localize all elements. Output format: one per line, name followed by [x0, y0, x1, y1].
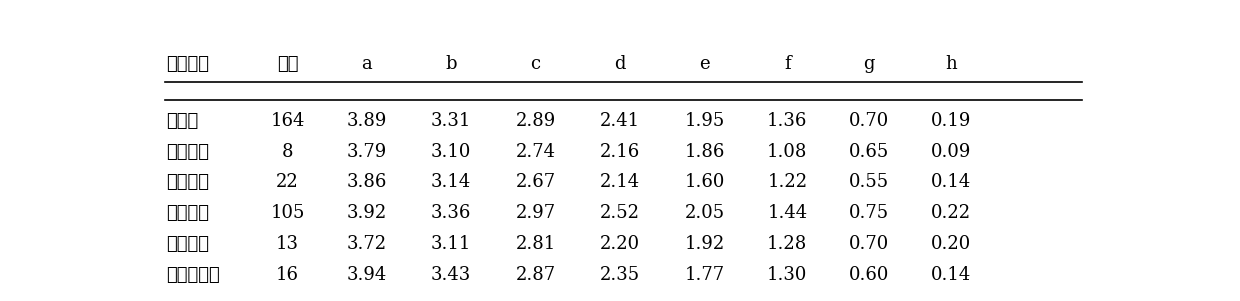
Text: 2.81: 2.81: [516, 235, 556, 253]
Text: 0.60: 0.60: [849, 266, 889, 284]
Text: 0.70: 0.70: [849, 112, 889, 130]
Text: 1.08: 1.08: [768, 143, 807, 160]
Text: g: g: [863, 55, 874, 73]
Text: 强弱顺序: 强弱顺序: [166, 55, 210, 73]
Text: 3.14: 3.14: [430, 173, 471, 191]
Text: 3.10: 3.10: [430, 143, 471, 160]
Text: 3.43: 3.43: [430, 266, 471, 284]
Text: 2.16: 2.16: [600, 143, 640, 160]
Text: 2.97: 2.97: [516, 204, 556, 222]
Text: 13: 13: [277, 235, 299, 253]
Text: 1.95: 1.95: [684, 112, 725, 130]
Text: 0.14: 0.14: [930, 266, 971, 284]
Text: 2.14: 2.14: [600, 173, 640, 191]
Text: 2.35: 2.35: [600, 266, 640, 284]
Text: 1.86: 1.86: [684, 143, 725, 160]
Text: c: c: [531, 55, 541, 73]
Text: 3.86: 3.86: [346, 173, 387, 191]
Text: 非三甲医院: 非三甲医院: [166, 266, 221, 284]
Text: 0.19: 0.19: [930, 112, 971, 130]
Text: 0.22: 0.22: [931, 204, 971, 222]
Text: d: d: [614, 55, 626, 73]
Text: 1.77: 1.77: [684, 266, 724, 284]
Text: b: b: [445, 55, 456, 73]
Text: 0.65: 0.65: [849, 143, 889, 160]
Text: 血液中心: 血液中心: [166, 143, 210, 160]
Text: 2.41: 2.41: [600, 112, 640, 130]
Text: 2.89: 2.89: [516, 112, 556, 130]
Text: 22: 22: [277, 173, 299, 191]
Text: 0.70: 0.70: [849, 235, 889, 253]
Text: 0.20: 0.20: [930, 235, 971, 253]
Text: 3.79: 3.79: [346, 143, 387, 160]
Text: 2.87: 2.87: [516, 266, 556, 284]
Text: 0.55: 0.55: [849, 173, 889, 191]
Text: 数量: 数量: [277, 55, 299, 73]
Text: 164: 164: [270, 112, 305, 130]
Text: 3.92: 3.92: [346, 204, 387, 222]
Text: 8: 8: [281, 143, 294, 160]
Text: 2.74: 2.74: [516, 143, 556, 160]
Text: 1.30: 1.30: [768, 266, 807, 284]
Text: 105: 105: [270, 204, 305, 222]
Text: 2.67: 2.67: [516, 173, 556, 191]
Text: h: h: [945, 55, 956, 73]
Text: 0.14: 0.14: [930, 173, 971, 191]
Text: 1.28: 1.28: [768, 235, 807, 253]
Text: 3.94: 3.94: [346, 266, 387, 284]
Text: 1.92: 1.92: [684, 235, 725, 253]
Text: 2.05: 2.05: [684, 204, 724, 222]
Text: 3.89: 3.89: [346, 112, 387, 130]
Text: f: f: [784, 55, 791, 73]
Text: 1.60: 1.60: [684, 173, 725, 191]
Text: 1.44: 1.44: [768, 204, 807, 222]
Text: a: a: [361, 55, 372, 73]
Text: 中心血站: 中心血站: [166, 173, 210, 191]
Text: 0.09: 0.09: [930, 143, 971, 160]
Text: 2.52: 2.52: [600, 204, 640, 222]
Text: 3.31: 3.31: [430, 112, 471, 130]
Text: 三甲综合: 三甲综合: [166, 204, 210, 222]
Text: e: e: [699, 55, 711, 73]
Text: 2.20: 2.20: [600, 235, 640, 253]
Text: 0.75: 0.75: [849, 204, 889, 222]
Text: 1.36: 1.36: [768, 112, 807, 130]
Text: 3.36: 3.36: [430, 204, 471, 222]
Text: 3.72: 3.72: [346, 235, 387, 253]
Text: 16: 16: [277, 266, 299, 284]
Text: 1.22: 1.22: [768, 173, 807, 191]
Text: 三甲专科: 三甲专科: [166, 235, 210, 253]
Text: 平均值: 平均值: [166, 112, 198, 130]
Text: 3.11: 3.11: [430, 235, 471, 253]
